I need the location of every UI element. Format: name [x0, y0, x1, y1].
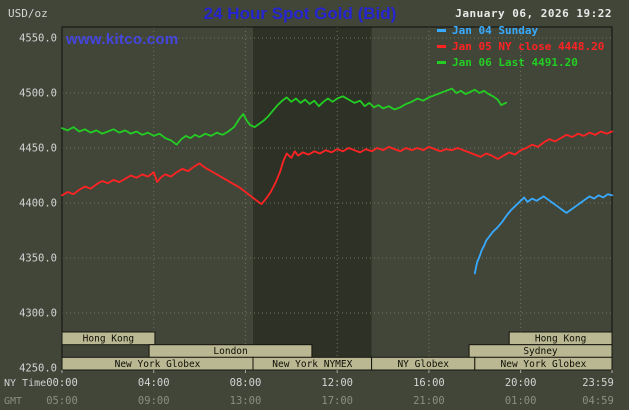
- series-line-jan06: [61, 87, 508, 146]
- session-label: London: [213, 346, 247, 357]
- legend-label: Jan 06 Last 4491.20: [452, 55, 578, 69]
- x-axis-gmt-tick-label: 17:00: [321, 395, 353, 407]
- chart-title: 24 Hour Spot Gold (Bid): [203, 4, 397, 23]
- legend-item: Jan 05 NY close 4448.20: [437, 38, 604, 54]
- legend-swatch: [437, 28, 446, 32]
- session-label: New York Globex: [501, 359, 587, 370]
- y-axis-tick-label: 4300.0: [19, 308, 57, 320]
- session-label: Hong Kong: [83, 334, 134, 345]
- session-label: New York NYMEX: [272, 359, 352, 370]
- x-axis-ny-tick-label: 23:59: [582, 377, 614, 389]
- legend-swatch: [437, 44, 446, 48]
- legend-label: Jan 04 Sunday: [452, 23, 539, 37]
- session-label: Hong Kong: [535, 334, 586, 345]
- x-axis-gmt-tick-label: 13:00: [230, 395, 262, 407]
- nymex-session-shading: [253, 27, 372, 370]
- kitco-watermark: www.kitco.com: [66, 31, 179, 48]
- x-axis-ny-tick-label: 08:00: [230, 377, 262, 389]
- legend-item: Jan 06 Last 4491.20: [437, 54, 604, 70]
- session-label: NY Globex: [397, 359, 449, 370]
- session-box: [61, 331, 156, 346]
- y-axis-tick-label: 4450.0: [19, 143, 57, 155]
- x-axis-ny-tick-label: 12:00: [321, 377, 353, 389]
- y-axis-tick-label: 4250.0: [19, 363, 57, 375]
- session-box: [474, 356, 613, 371]
- series-line-jan05: [61, 130, 613, 206]
- x-axis-gmt-tick-label: 01:00: [505, 395, 537, 407]
- ny-time-axis-label: NY Time: [4, 378, 47, 389]
- legend-item: Jan 04 Sunday: [437, 22, 604, 38]
- x-axis-ny-tick-label: 00:00: [46, 377, 78, 389]
- chart-legend: Jan 04 Sunday Jan 05 NY close 4448.20 Jan …: [437, 22, 604, 70]
- x-axis-ny-tick-label: 04:00: [138, 377, 170, 389]
- x-axis-gmt-tick-label: 21:00: [413, 395, 445, 407]
- x-axis-gmt-tick-label: 09:00: [138, 395, 170, 407]
- session-label: Sydney: [523, 346, 558, 357]
- series-line-jan04: [473, 193, 613, 275]
- chart-datetime: January 06, 2026 19:22: [455, 7, 612, 20]
- y-axis-tick-label: 4500.0: [19, 88, 57, 100]
- x-axis-gmt-tick-label: 04:59: [582, 395, 614, 407]
- gmt-axis-label: GMT: [4, 396, 23, 407]
- legend-swatch: [437, 60, 446, 64]
- x-axis-ny-tick-label: 16:00: [413, 377, 445, 389]
- unit-label: USD/oz: [8, 7, 48, 20]
- y-axis-tick-label: 4350.0: [19, 253, 57, 265]
- x-axis-gmt-tick-label: 05:00: [46, 395, 78, 407]
- x-axis-ny-tick-label: 20:00: [505, 377, 537, 389]
- y-axis-tick-label: 4550.0: [19, 33, 57, 45]
- session-label: New York Globex: [115, 359, 201, 370]
- y-axis-tick-label: 4400.0: [19, 198, 57, 210]
- legend-label: Jan 05 NY close 4448.20: [452, 39, 605, 53]
